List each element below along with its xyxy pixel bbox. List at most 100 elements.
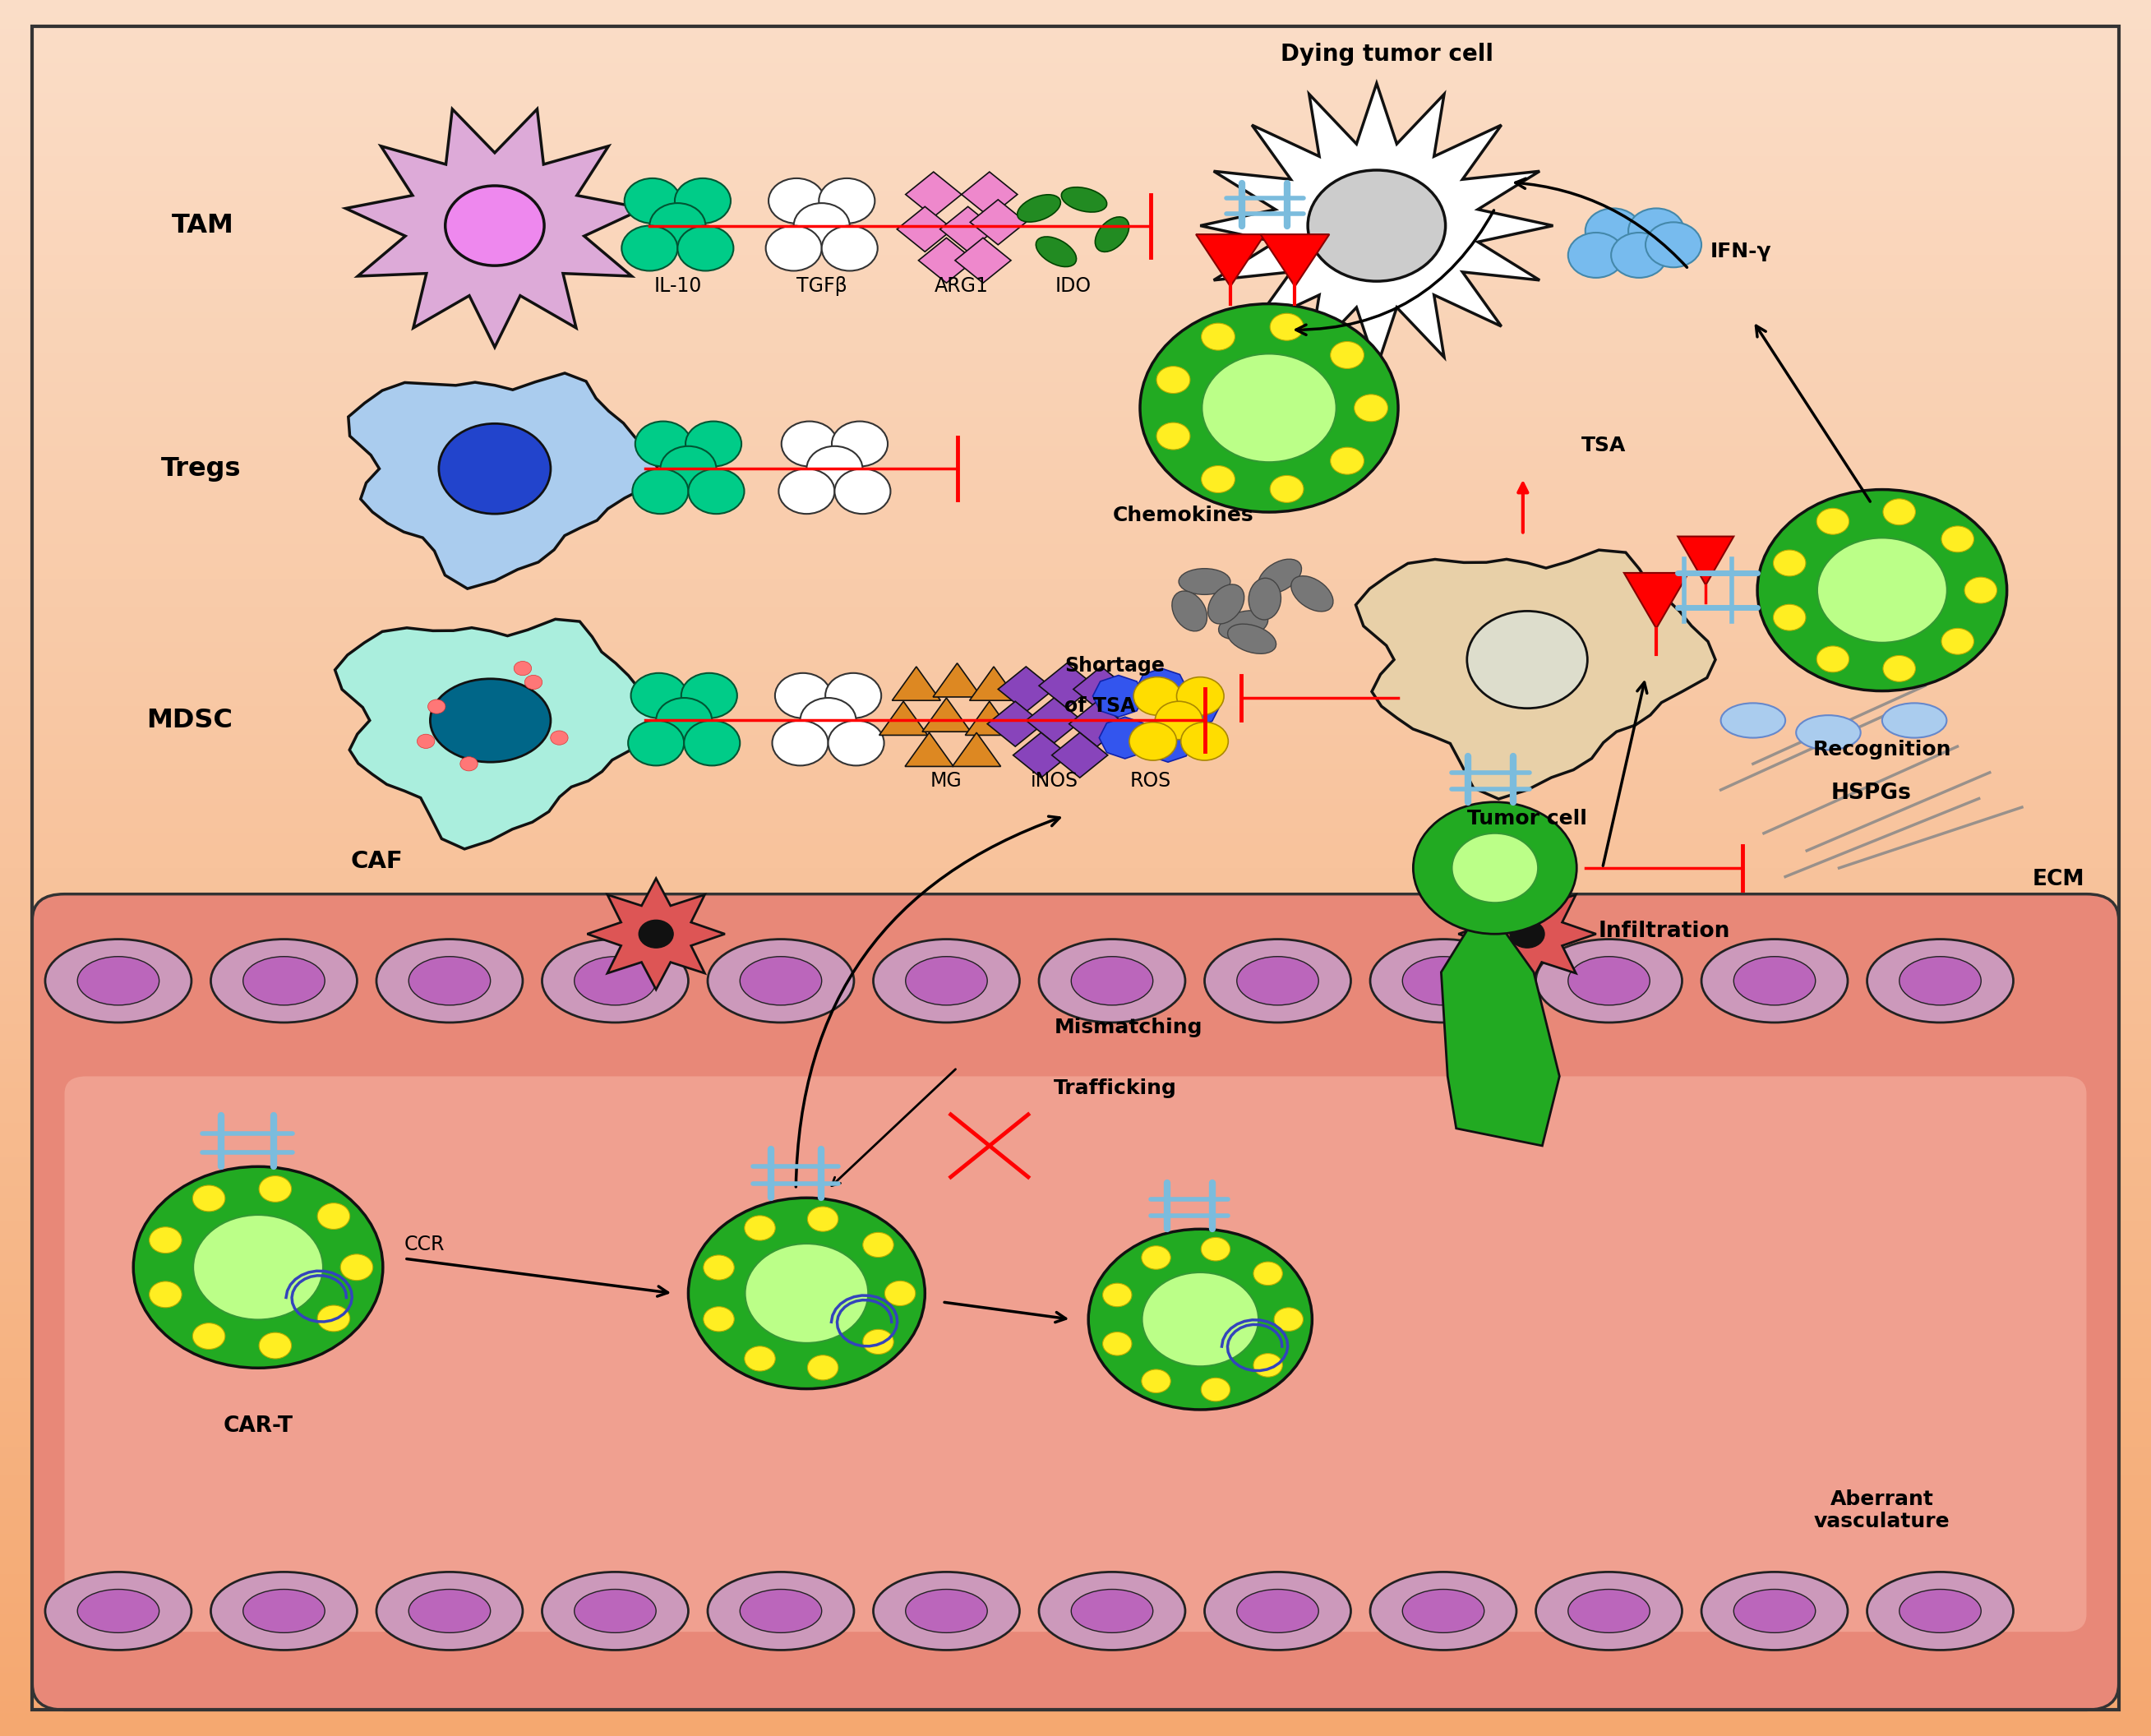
Bar <box>0 769 2151 776</box>
Bar <box>0 509 2151 516</box>
Bar <box>0 595 2151 602</box>
Bar <box>0 370 2151 377</box>
Bar <box>0 382 2151 387</box>
Bar <box>0 786 2151 793</box>
Bar <box>0 283 2151 290</box>
Bar <box>0 47 2151 52</box>
Bar <box>0 1580 2151 1585</box>
Text: IFN-γ: IFN-γ <box>1710 241 1772 262</box>
Circle shape <box>632 469 688 514</box>
Bar <box>0 637 2151 642</box>
Circle shape <box>639 920 673 948</box>
Bar <box>0 40 2151 47</box>
Bar <box>0 139 2151 144</box>
Bar <box>0 1446 2151 1453</box>
Bar <box>0 1724 2151 1731</box>
Bar <box>0 781 2151 786</box>
Circle shape <box>766 226 822 271</box>
Circle shape <box>1942 526 1975 552</box>
Circle shape <box>1157 422 1190 450</box>
Bar <box>0 1493 2151 1498</box>
Circle shape <box>656 698 712 743</box>
Bar <box>0 1667 2151 1672</box>
Ellipse shape <box>77 1590 159 1632</box>
Ellipse shape <box>1370 1573 1516 1649</box>
Bar <box>0 300 2151 307</box>
Bar <box>0 880 2151 885</box>
Circle shape <box>820 179 875 224</box>
Bar <box>0 1614 2151 1620</box>
Bar <box>0 1168 2151 1175</box>
Bar <box>0 1679 2151 1684</box>
Ellipse shape <box>1209 585 1243 623</box>
Bar <box>0 1649 2151 1654</box>
Bar <box>0 752 2151 759</box>
Circle shape <box>1269 314 1304 340</box>
Bar <box>0 1267 2151 1272</box>
Text: Trafficking: Trafficking <box>1054 1078 1177 1097</box>
Bar <box>0 660 2151 665</box>
Bar <box>0 1210 2151 1215</box>
Bar <box>0 1389 2151 1394</box>
Bar <box>0 1279 2151 1285</box>
Bar <box>0 335 2151 342</box>
Circle shape <box>1355 394 1387 422</box>
Bar <box>0 214 2151 220</box>
Bar <box>0 1505 2151 1510</box>
Bar <box>0 885 2151 891</box>
Polygon shape <box>346 109 643 347</box>
Bar <box>0 856 2151 863</box>
Circle shape <box>1200 465 1235 493</box>
Bar <box>0 903 2151 908</box>
Bar <box>0 99 2151 104</box>
Bar <box>0 116 2151 122</box>
Bar <box>0 672 2151 677</box>
Bar <box>0 682 2151 689</box>
Bar <box>0 1522 2151 1528</box>
Circle shape <box>863 1233 893 1257</box>
Bar <box>0 1713 2151 1719</box>
Circle shape <box>1818 538 1947 642</box>
Circle shape <box>832 422 888 467</box>
Text: CAF: CAF <box>351 851 402 873</box>
Bar <box>0 422 2151 429</box>
Ellipse shape <box>1536 939 1682 1023</box>
Bar <box>0 1585 2151 1592</box>
Bar <box>0 1418 2151 1424</box>
Circle shape <box>417 734 435 748</box>
Ellipse shape <box>708 1573 854 1649</box>
Circle shape <box>1331 342 1364 368</box>
Bar <box>0 1076 2151 1082</box>
Circle shape <box>744 1215 774 1241</box>
Bar <box>0 1325 2151 1332</box>
Bar <box>0 1146 2151 1151</box>
Polygon shape <box>1200 83 1553 368</box>
Bar <box>0 1575 2151 1580</box>
Circle shape <box>1757 490 2007 691</box>
Circle shape <box>688 469 744 514</box>
Circle shape <box>1413 802 1577 934</box>
Bar <box>0 1262 2151 1267</box>
Bar <box>0 977 2151 984</box>
Bar <box>0 1047 2151 1054</box>
Bar <box>0 1042 2151 1047</box>
Bar <box>0 1533 2151 1540</box>
Bar <box>0 1250 2151 1255</box>
Bar <box>0 1545 2151 1550</box>
Bar <box>0 1453 2151 1458</box>
Circle shape <box>525 675 542 689</box>
Bar <box>0 1337 2151 1342</box>
Bar <box>0 585 2151 590</box>
Ellipse shape <box>1071 957 1153 1005</box>
Text: Shortage: Shortage <box>1065 656 1166 675</box>
Bar <box>0 741 2151 746</box>
Ellipse shape <box>906 957 987 1005</box>
Bar <box>0 161 2151 168</box>
Text: TSA: TSA <box>1581 436 1626 455</box>
Bar <box>0 429 2151 434</box>
Bar <box>0 503 2151 509</box>
Ellipse shape <box>1228 623 1276 654</box>
Circle shape <box>1611 233 1667 278</box>
Bar <box>0 1186 2151 1193</box>
Bar <box>0 1012 2151 1019</box>
